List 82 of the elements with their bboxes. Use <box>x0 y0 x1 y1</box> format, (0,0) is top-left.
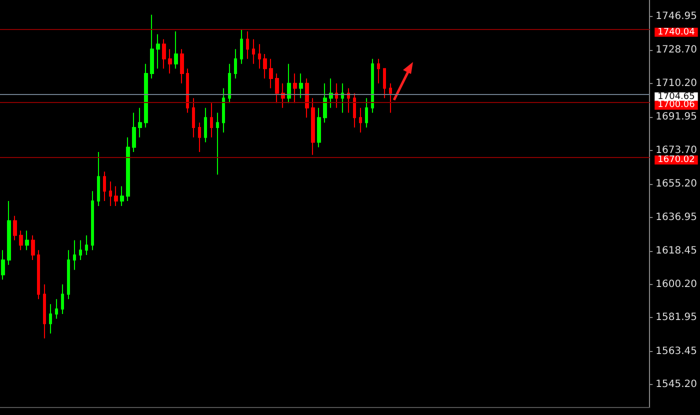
candlestick <box>43 284 46 339</box>
candlestick <box>311 98 315 156</box>
y-tick-label: 1636.95 <box>656 212 698 223</box>
candlestick <box>150 14 154 79</box>
candlestick <box>91 190 94 251</box>
candlestick <box>341 82 344 114</box>
candlestick <box>85 234 88 256</box>
candlestick <box>228 63 231 104</box>
candlestick <box>156 34 160 70</box>
candlestick <box>103 171 106 202</box>
candlestick <box>323 82 327 124</box>
candlestick <box>31 234 35 260</box>
candlestick <box>126 136 130 202</box>
candlestick <box>114 186 118 206</box>
candlestick <box>19 230 23 251</box>
ref-line-label: 1704.65 <box>658 92 695 102</box>
candlestick <box>263 54 267 79</box>
candlestick <box>335 82 338 108</box>
candlestick <box>216 112 219 176</box>
candlestick <box>1 250 5 280</box>
candlestick <box>37 250 40 300</box>
y-tick-label: 1691.95 <box>656 112 698 123</box>
candlestick <box>329 78 333 108</box>
candlestick <box>109 181 112 206</box>
candlestick <box>73 240 76 270</box>
candlestick <box>79 240 82 260</box>
ref-line-label: 1670.02 <box>658 155 695 166</box>
candlestick <box>144 63 148 128</box>
candlestick <box>210 102 213 138</box>
candlestick <box>347 88 350 114</box>
y-tick-label: 1563.45 <box>656 346 698 357</box>
ref-line-label: 1740.04 <box>658 27 696 38</box>
y-tick-label: 1618.45 <box>656 246 698 257</box>
candlestick <box>138 107 142 138</box>
candlestick <box>359 107 362 133</box>
candlestick <box>389 82 392 114</box>
candlestick <box>287 63 291 104</box>
candlestick <box>186 68 189 114</box>
candlestick <box>353 92 356 128</box>
candlestick <box>275 73 279 104</box>
candlestick <box>204 107 207 143</box>
candlestick <box>246 30 249 60</box>
candlestick <box>174 30 178 70</box>
candlestick <box>293 73 297 104</box>
candlestick <box>192 98 195 138</box>
candlestick <box>49 304 52 334</box>
y-tick-label: 1655.20 <box>656 178 698 190</box>
candlestick <box>67 250 70 300</box>
ref-line-label: 1700.06 <box>658 100 696 110</box>
candlestick <box>180 48 184 84</box>
candlestick <box>7 200 11 266</box>
candlestick <box>299 73 303 99</box>
y-tick-label: 1728.70 <box>656 44 698 56</box>
candlestick <box>377 58 380 84</box>
candlestick <box>97 151 100 206</box>
y-tick-label: 1746.95 <box>656 11 698 22</box>
candlestick <box>234 48 237 79</box>
y-tick-label: 1710.20 <box>656 78 698 90</box>
y-tick-label: 1545.20 <box>656 379 698 390</box>
candlestick <box>305 78 309 118</box>
candlestick <box>365 98 368 128</box>
candlestick <box>258 44 261 70</box>
candlestick <box>168 48 172 74</box>
candlestick <box>198 122 201 152</box>
candlestick <box>383 68 386 99</box>
candlestick <box>252 38 255 64</box>
candlestick <box>317 107 321 148</box>
candlestick <box>132 112 136 152</box>
candlestick <box>240 28 243 64</box>
candlestick <box>222 88 225 133</box>
candlestick <box>61 284 64 314</box>
candlestick <box>13 215 17 241</box>
y-tick-label: 1581.95 <box>656 312 698 324</box>
candlestick <box>25 230 29 251</box>
candlestick <box>120 186 124 206</box>
y-tick-label: 1673.70 <box>656 144 698 156</box>
candlestick <box>371 58 374 114</box>
candlestick <box>162 38 166 70</box>
candlestick <box>55 298 58 320</box>
candlestick <box>269 58 273 89</box>
candlestick <box>281 82 285 108</box>
y-tick-label: 1600.20 <box>656 278 698 290</box>
